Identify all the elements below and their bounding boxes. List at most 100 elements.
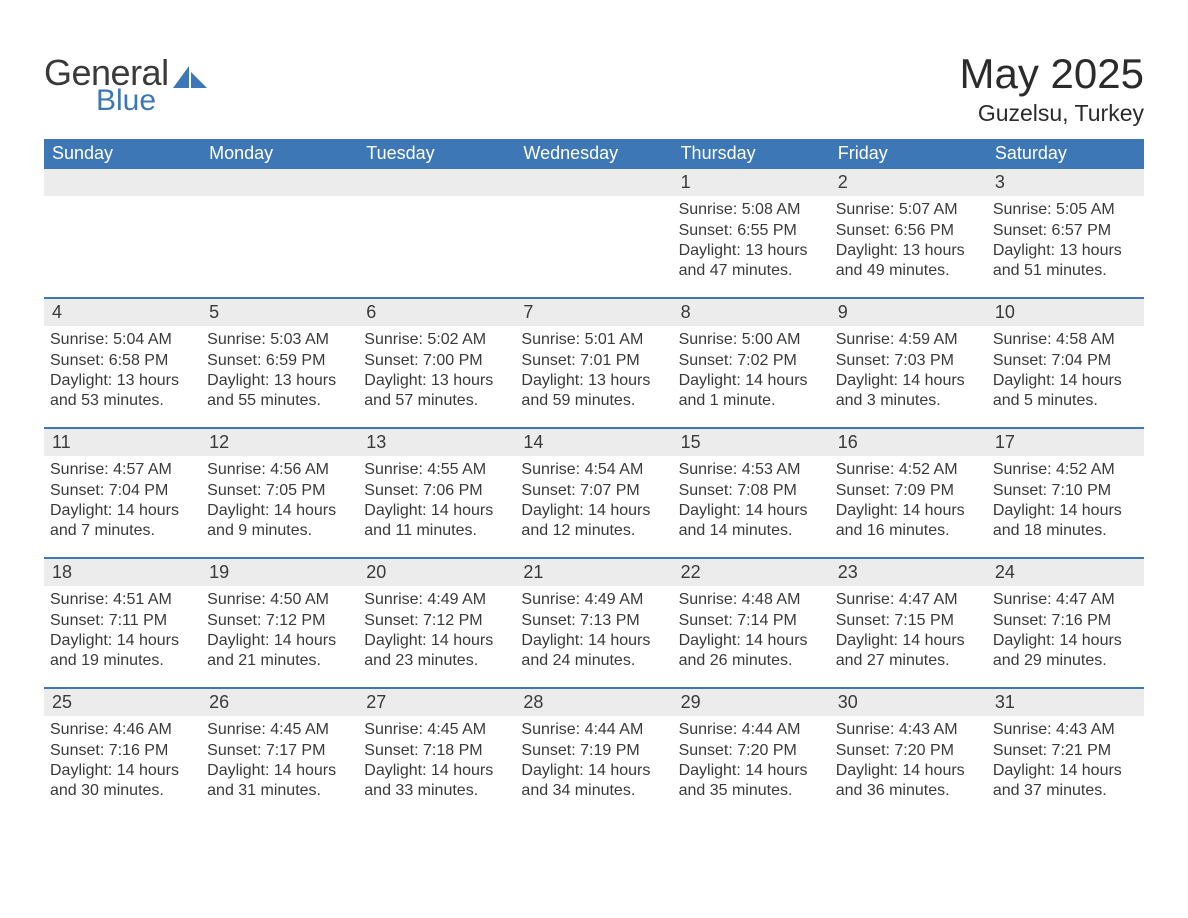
- day-cell: 8Sunrise: 5:00 AMSunset: 7:02 PMDaylight…: [673, 299, 830, 427]
- day-number: 11: [44, 429, 201, 456]
- day-cell: 15Sunrise: 4:53 AMSunset: 7:08 PMDayligh…: [673, 429, 830, 557]
- day-cell: 23Sunrise: 4:47 AMSunset: 7:15 PMDayligh…: [830, 559, 987, 687]
- day-number: 15: [673, 429, 830, 456]
- day-number: [515, 169, 672, 196]
- daylight1-text: Daylight: 14 hours: [521, 631, 666, 651]
- sunrise-text: Sunrise: 4:48 AM: [679, 590, 824, 610]
- day-number: 27: [358, 689, 515, 716]
- day-cell: 26Sunrise: 4:45 AMSunset: 7:17 PMDayligh…: [201, 689, 358, 817]
- day-cell: 30Sunrise: 4:43 AMSunset: 7:20 PMDayligh…: [830, 689, 987, 817]
- daylight2-text: and 49 minutes.: [836, 261, 981, 281]
- day-cell: 10Sunrise: 4:58 AMSunset: 7:04 PMDayligh…: [987, 299, 1144, 427]
- sunrise-text: Sunrise: 4:47 AM: [993, 590, 1138, 610]
- sunset-text: Sunset: 7:12 PM: [364, 611, 509, 631]
- daylight2-text: and 21 minutes.: [207, 651, 352, 671]
- day-number: 23: [830, 559, 987, 586]
- day-number: 20: [358, 559, 515, 586]
- sunrise-text: Sunrise: 5:05 AM: [993, 200, 1138, 220]
- week-row: 1Sunrise: 5:08 AMSunset: 6:55 PMDaylight…: [44, 169, 1144, 297]
- daylight2-text: and 33 minutes.: [364, 781, 509, 801]
- day-cell: [201, 169, 358, 297]
- daylight2-text: and 53 minutes.: [50, 391, 195, 411]
- day-cell: 25Sunrise: 4:46 AMSunset: 7:16 PMDayligh…: [44, 689, 201, 817]
- day-number: 22: [673, 559, 830, 586]
- sunrise-text: Sunrise: 5:02 AM: [364, 330, 509, 350]
- day-number: 31: [987, 689, 1144, 716]
- sunrise-text: Sunrise: 4:59 AM: [836, 330, 981, 350]
- sunrise-text: Sunrise: 4:46 AM: [50, 720, 195, 740]
- daylight1-text: Daylight: 14 hours: [836, 371, 981, 391]
- sunrise-text: Sunrise: 4:55 AM: [364, 460, 509, 480]
- brand-logo: General Blue: [44, 52, 207, 118]
- day-number: 18: [44, 559, 201, 586]
- day-number: 1: [673, 169, 830, 196]
- day-cell: 24 Sunrise: 4:47 AMSunset: 7:16 PMDayligh…: [987, 559, 1144, 687]
- sunset-text: Sunset: 7:18 PM: [364, 741, 509, 761]
- daylight2-text: and 55 minutes.: [207, 391, 352, 411]
- sunset-text: Sunset: 7:00 PM: [364, 351, 509, 371]
- daylight2-text: and 31 minutes.: [207, 781, 352, 801]
- sunset-text: Sunset: 7:05 PM: [207, 481, 352, 501]
- weeks-container: 1Sunrise: 5:08 AMSunset: 6:55 PMDaylight…: [44, 169, 1144, 817]
- sunset-text: Sunset: 7:16 PM: [993, 611, 1138, 631]
- daylight2-text: and 47 minutes.: [679, 261, 824, 281]
- sunrise-text: Sunrise: 4:45 AM: [207, 720, 352, 740]
- weekday-header-row: Sunday Monday Tuesday Wednesday Thursday…: [44, 139, 1144, 169]
- daylight2-text: and 19 minutes.: [50, 651, 195, 671]
- day-cell: 17Sunrise: 4:52 AMSunset: 7:10 PMDayligh…: [987, 429, 1144, 557]
- weekday-header: Saturday: [987, 139, 1144, 169]
- daylight2-text: and 34 minutes.: [521, 781, 666, 801]
- sunset-text: Sunset: 7:07 PM: [521, 481, 666, 501]
- sunset-text: Sunset: 7:14 PM: [679, 611, 824, 631]
- day-cell: 6Sunrise: 5:02 AMSunset: 7:00 PMDaylight…: [358, 299, 515, 427]
- sunrise-text: Sunrise: 5:00 AM: [679, 330, 824, 350]
- sunset-text: Sunset: 7:17 PM: [207, 741, 352, 761]
- daylight2-text: and 1 minute.: [679, 391, 824, 411]
- daylight1-text: Daylight: 14 hours: [364, 501, 509, 521]
- day-cell: 21Sunrise: 4:49 AMSunset: 7:13 PMDayligh…: [515, 559, 672, 687]
- day-number: 21: [515, 559, 672, 586]
- daylight1-text: Daylight: 14 hours: [50, 631, 195, 651]
- daylight1-text: Daylight: 14 hours: [50, 501, 195, 521]
- weekday-header: Wednesday: [515, 139, 672, 169]
- sunset-text: Sunset: 6:56 PM: [836, 221, 981, 241]
- daylight2-text: and 5 minutes.: [993, 391, 1138, 411]
- day-number: 26: [201, 689, 358, 716]
- sunrise-text: Sunrise: 4:53 AM: [679, 460, 824, 480]
- daylight1-text: Daylight: 14 hours: [679, 761, 824, 781]
- daylight2-text: and 16 minutes.: [836, 521, 981, 541]
- sunrise-text: Sunrise: 4:43 AM: [993, 720, 1138, 740]
- day-number: 28: [515, 689, 672, 716]
- sunset-text: Sunset: 6:58 PM: [50, 351, 195, 371]
- daylight1-text: Daylight: 14 hours: [993, 501, 1138, 521]
- day-number: [358, 169, 515, 196]
- sunset-text: Sunset: 6:57 PM: [993, 221, 1138, 241]
- daylight1-text: Daylight: 14 hours: [679, 501, 824, 521]
- sunrise-text: Sunrise: 5:01 AM: [521, 330, 666, 350]
- sunset-text: Sunset: 7:01 PM: [521, 351, 666, 371]
- calendar-page: General Blue May 2025 Guzelsu, Turkey Su…: [0, 0, 1188, 918]
- day-cell: 9Sunrise: 4:59 AMSunset: 7:03 PMDaylight…: [830, 299, 987, 427]
- daylight2-text: and 29 minutes.: [993, 651, 1138, 671]
- daylight1-text: Daylight: 14 hours: [836, 761, 981, 781]
- day-cell: 28Sunrise: 4:44 AMSunset: 7:19 PMDayligh…: [515, 689, 672, 817]
- daylight2-text: and 11 minutes.: [364, 521, 509, 541]
- sunset-text: Sunset: 7:21 PM: [993, 741, 1138, 761]
- daylight1-text: Daylight: 14 hours: [993, 761, 1138, 781]
- weekday-header: Monday: [201, 139, 358, 169]
- week-row: 18Sunrise: 4:51 AMSunset: 7:11 PMDayligh…: [44, 557, 1144, 687]
- calendar-grid: Sunday Monday Tuesday Wednesday Thursday…: [44, 139, 1144, 817]
- day-number: 17: [987, 429, 1144, 456]
- day-number: 10: [987, 299, 1144, 326]
- day-number: 12: [201, 429, 358, 456]
- daylight1-text: Daylight: 13 hours: [679, 241, 824, 261]
- day-number: 24: [987, 559, 1144, 586]
- sunrise-text: Sunrise: 5:04 AM: [50, 330, 195, 350]
- sunrise-text: Sunrise: 4:49 AM: [521, 590, 666, 610]
- daylight1-text: Daylight: 14 hours: [207, 631, 352, 651]
- daylight2-text: and 51 minutes.: [993, 261, 1138, 281]
- week-row: 25Sunrise: 4:46 AMSunset: 7:16 PMDayligh…: [44, 687, 1144, 817]
- daylight2-text: and 12 minutes.: [521, 521, 666, 541]
- daylight1-text: Daylight: 14 hours: [993, 631, 1138, 651]
- daylight2-text: and 30 minutes.: [50, 781, 195, 801]
